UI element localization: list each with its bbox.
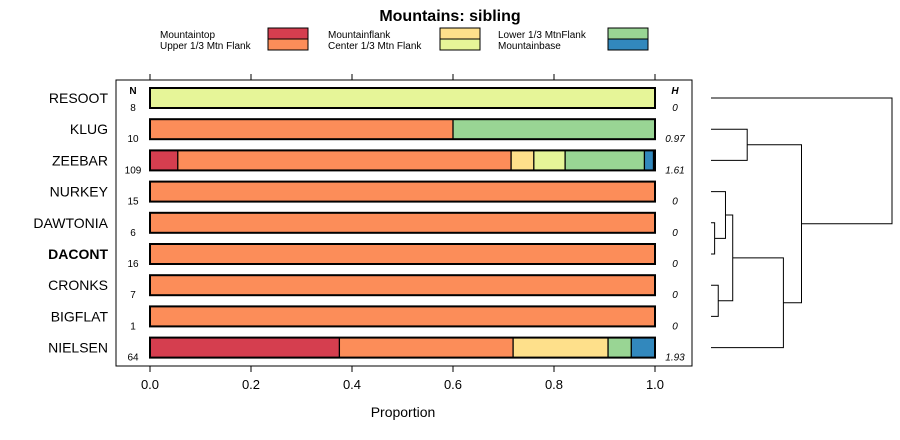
x-tick-label: 0.0 <box>141 377 159 392</box>
plot-frame <box>115 79 693 367</box>
dendrogram-link-root <box>711 97 893 225</box>
bar-outline-nielsen <box>149 336 656 359</box>
legend-swatch-mountaintop <box>267 27 309 40</box>
legend-label-mountainflank: Mountainflank <box>328 30 391 41</box>
h-header: H <box>671 86 679 97</box>
h-value-resoot: 0 <box>672 103 678 114</box>
bar-segment-zeebar-lower-1-3-mtnflank <box>565 150 645 171</box>
n-value-zeebar: 109 <box>125 165 142 176</box>
legend-swatch-center-1-3-mtn-flank <box>439 38 481 51</box>
n-value-bigflat: 1 <box>130 321 136 332</box>
bar-segment-zeebar-upper-1-3-mtn-flank <box>177 150 512 171</box>
bar-segment-nielsen-lower-1-3-mtnflank <box>608 337 632 358</box>
n-value-klug: 10 <box>127 134 139 145</box>
legend-label-lower-1-3-mtnflank: Lower 1/3 MtnFlank <box>498 30 587 41</box>
dendrogram <box>711 97 893 349</box>
x-tick-label: 0.4 <box>343 377 361 392</box>
n-value-nielsen: 64 <box>127 353 139 364</box>
bar-outline-resoot <box>149 87 656 109</box>
n-value-resoot: 8 <box>130 103 136 114</box>
x-axis: 0.0 0.2 0.4 0.6 0.8 1.0 <box>141 74 664 392</box>
x-axis-label: Proportion <box>371 404 436 420</box>
bar-segment-nielsen-mountainbase <box>631 337 655 358</box>
h-value-zeebar: 1.61 <box>665 165 684 176</box>
row-label-cronks: CRONKS <box>48 277 108 293</box>
bar-outline-cronks <box>149 274 656 297</box>
bar-outline-dawtonia <box>149 211 656 234</box>
n-header: N <box>129 86 136 97</box>
bar-outline-nurkey <box>149 180 656 203</box>
dendrogram-link-klug-rest <box>747 144 802 304</box>
h-value-nurkey: 0 <box>672 197 678 208</box>
legend-label-mountaintop: Mountaintop <box>160 30 215 41</box>
bar-segment-dawtonia-upper-1-3-mtn-flank <box>150 212 655 233</box>
dendrogram-link-nielsen <box>711 257 784 349</box>
legend-swatch-lower-1-3-mtnflank <box>607 27 649 40</box>
x-tick-label: 0.2 <box>242 377 260 392</box>
row-label-resoot: RESOOT <box>49 90 109 106</box>
row-label-nielsen: NIELSEN <box>48 340 108 356</box>
bar-segment-zeebar-mountainbase <box>644 150 654 171</box>
bar-segment-resoot-center-1-3-mtn-flank <box>150 88 655 108</box>
dendrogram-link-nurkey <box>711 191 726 239</box>
bar-segment-nielsen-upper-1-3-mtn-flank <box>339 337 514 358</box>
bar-outline-zeebar <box>149 149 656 172</box>
legend-label-upper-1-3-mtn-flank: Upper 1/3 Mtn Flank <box>160 41 252 52</box>
h-value-klug: 0.97 <box>665 134 685 145</box>
x-tick-label: 0.6 <box>444 377 462 392</box>
dendrogram-link-cronks-bigflat <box>711 284 719 317</box>
n-value-dacont: 16 <box>127 259 139 270</box>
bar-segment-cronks-upper-1-3-mtn-flank <box>150 275 655 296</box>
row-label-bigflat: BIGFLAT <box>51 308 109 324</box>
h-value-cronks: 0 <box>672 290 678 301</box>
h-value-bigflat: 0 <box>672 321 678 332</box>
n-value-dawtonia: 6 <box>130 228 136 239</box>
legend-swatch-mountainflank <box>439 27 481 40</box>
x-tick-label: 0.8 <box>545 377 563 392</box>
chart-title: Mountains: sibling <box>379 8 520 25</box>
dendrogram-link-dawtonia-dacont <box>711 222 716 255</box>
bar-segment-klug-upper-1-3-mtn-flank <box>150 119 453 140</box>
bar-segment-dacont-upper-1-3-mtn-flank <box>150 244 655 264</box>
dendrogram-link-klug-zeebar <box>711 128 748 161</box>
legend-label-center-1-3-mtn-flank: Center 1/3 Mtn Flank <box>328 41 422 52</box>
n-value-cronks: 7 <box>130 290 136 301</box>
h-value-dacont: 0 <box>672 259 678 270</box>
row-label-dawtonia: DAWTONIA <box>33 215 108 231</box>
h-value-dawtonia: 0 <box>672 228 678 239</box>
bar-segment-zeebar-mountainflank <box>511 150 534 171</box>
h-value-nielsen: 1.93 <box>665 353 685 364</box>
bar-outline-dacont <box>149 243 656 265</box>
legend-label-mountainbase: Mountainbase <box>498 41 561 52</box>
legend-swatch-upper-1-3-mtn-flank <box>267 38 309 51</box>
row-label-dacont: DACONT <box>48 246 108 262</box>
n-value-nurkey: 15 <box>127 197 139 208</box>
legend-swatch-mountainbase <box>607 38 649 51</box>
bar-segment-nielsen-mountaintop <box>150 337 340 358</box>
bar-segment-nurkey-upper-1-3-mtn-flank <box>150 181 655 202</box>
row-label-klug: KLUG <box>70 121 108 137</box>
row-label-zeebar: ZEEBAR <box>52 152 108 168</box>
bar-segment-zeebar-mountaintop <box>150 150 178 171</box>
x-tick-label: 1.0 <box>646 377 664 392</box>
bar-outline-bigflat <box>149 305 656 328</box>
row-label-nurkey: NURKEY <box>50 184 109 200</box>
bar-segment-klug-lower-1-3-mtnflank <box>453 119 655 140</box>
bar-segment-zeebar-center-1-3-mtn-flank <box>533 150 566 171</box>
bar-segment-bigflat-upper-1-3-mtn-flank <box>150 306 655 327</box>
bar-outline-klug <box>149 118 656 141</box>
bar-segment-nielsen-mountainflank <box>513 337 609 358</box>
